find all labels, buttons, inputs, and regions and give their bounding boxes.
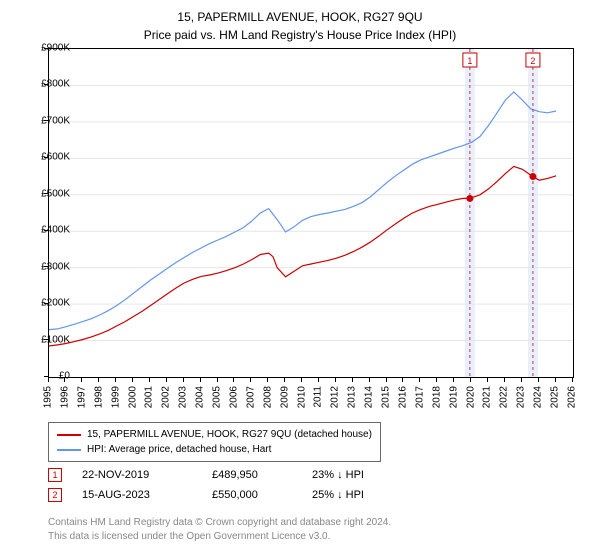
x-tick-label: 2016 — [397, 386, 408, 408]
footer-line-2: This data is licensed under the Open Gov… — [48, 530, 391, 544]
x-tick-label: 2013 — [347, 386, 358, 408]
x-tick-label: 2020 — [465, 386, 476, 408]
sale-marker-1: 1 — [48, 468, 62, 482]
x-tick-label: 2000 — [127, 386, 138, 408]
x-tick-label: 2017 — [414, 386, 425, 408]
chart-container: 15, PAPERMILL AVENUE, HOOK, RG27 9QU Pri… — [0, 0, 600, 560]
legend-label-0: 15, PAPERMILL AVENUE, HOOK, RG27 9QU (de… — [87, 427, 372, 442]
x-tick-label: 1997 — [76, 386, 87, 408]
footer-line-1: Contains HM Land Registry data © Crown c… — [48, 516, 391, 530]
legend-swatch-0 — [57, 434, 81, 436]
x-tick-label: 1999 — [110, 386, 121, 408]
sale-row-2: 2 15-AUG-2023 £550,000 25% ↓ HPI — [48, 488, 392, 502]
sale-delta-1: 23% ↓ HPI — [312, 469, 392, 481]
sale-date-1: 22-NOV-2019 — [82, 469, 192, 481]
sale-delta-2: 25% ↓ HPI — [312, 489, 392, 501]
x-tick-label: 2021 — [482, 386, 493, 408]
y-tick-label: £900K — [30, 43, 70, 54]
legend-swatch-1 — [57, 449, 81, 451]
title-line-1: 15, PAPERMILL AVENUE, HOOK, RG27 9QU — [0, 8, 600, 26]
x-tick-label: 2007 — [245, 386, 256, 408]
sale-row-1: 1 22-NOV-2019 £489,950 23% ↓ HPI — [48, 468, 392, 482]
sale-marker-2: 2 — [48, 488, 62, 502]
x-tick-label: 2005 — [212, 386, 223, 408]
x-tick-label: 2019 — [448, 386, 459, 408]
y-tick-label: £600K — [30, 152, 70, 163]
x-tick-label: 2003 — [178, 386, 189, 408]
plot-svg: 12 — [49, 49, 573, 377]
x-tick-label: 2023 — [516, 386, 527, 408]
x-tick-label: 1998 — [93, 386, 104, 408]
y-tick-label: £800K — [30, 79, 70, 90]
sale-annotations: 1 22-NOV-2019 £489,950 23% ↓ HPI 2 15-AU… — [48, 468, 392, 508]
x-tick-label: 2018 — [431, 386, 442, 408]
sale-price-2: £550,000 — [212, 489, 292, 501]
x-axis-ticks: 1995199619971998199920002001200220032004… — [48, 380, 574, 420]
x-tick-label: 2024 — [533, 386, 544, 408]
title-line-2: Price paid vs. HM Land Registry's House … — [0, 26, 600, 44]
footer: Contains HM Land Registry data © Crown c… — [48, 516, 391, 544]
x-tick-label: 2014 — [364, 386, 375, 408]
x-tick-label: 2004 — [195, 386, 206, 408]
x-tick-label: 1995 — [43, 386, 54, 408]
x-tick-label: 2002 — [161, 386, 172, 408]
y-tick-label: £700K — [30, 115, 70, 126]
svg-text:1: 1 — [467, 56, 472, 66]
legend: 15, PAPERMILL AVENUE, HOOK, RG27 9QU (de… — [48, 422, 381, 462]
y-tick-label: £500K — [30, 188, 70, 199]
chart-title: 15, PAPERMILL AVENUE, HOOK, RG27 9QU Pri… — [0, 0, 600, 44]
legend-item-series-0: 15, PAPERMILL AVENUE, HOOK, RG27 9QU (de… — [57, 427, 372, 442]
legend-label-1: HPI: Average price, detached house, Hart — [87, 442, 271, 457]
legend-item-series-1: HPI: Average price, detached house, Hart — [57, 442, 372, 457]
y-tick-label: £200K — [30, 298, 70, 309]
plot-area: 12 — [48, 48, 574, 378]
x-tick-label: 2012 — [330, 386, 341, 408]
x-tick-label: 1996 — [59, 386, 70, 408]
x-tick-label: 2001 — [144, 386, 155, 408]
y-tick-label: £300K — [30, 261, 70, 272]
sale-date-2: 15-AUG-2023 — [82, 489, 192, 501]
x-tick-label: 2006 — [228, 386, 239, 408]
x-tick-label: 2008 — [262, 386, 273, 408]
x-tick-label: 2011 — [313, 386, 324, 408]
x-tick-label: 2010 — [296, 386, 307, 408]
y-tick-label: £100K — [30, 334, 70, 345]
x-tick-label: 2015 — [381, 386, 392, 408]
y-tick-label: £400K — [30, 225, 70, 236]
x-tick-label: 2009 — [279, 386, 290, 408]
svg-text:2: 2 — [530, 56, 535, 66]
x-tick-label: 2026 — [567, 386, 578, 408]
x-tick-label: 2022 — [499, 386, 510, 408]
sale-price-1: £489,950 — [212, 469, 292, 481]
x-tick-label: 2025 — [550, 386, 561, 408]
